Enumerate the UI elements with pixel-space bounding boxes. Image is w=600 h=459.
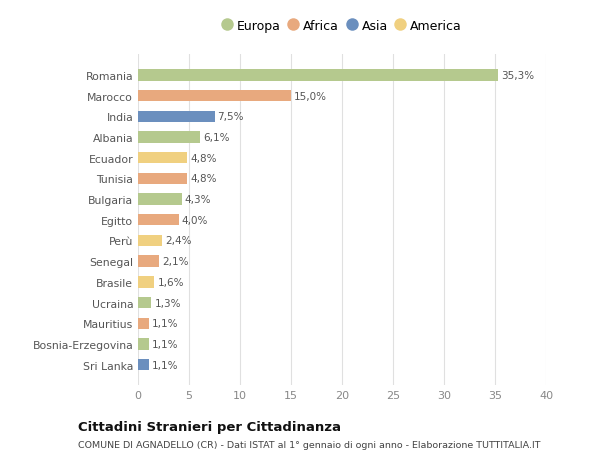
- Text: 2,4%: 2,4%: [166, 236, 192, 246]
- Bar: [138, 112, 215, 123]
- Bar: [138, 339, 149, 350]
- Bar: [138, 174, 187, 185]
- Legend: Europa, Africa, Asia, America: Europa, Africa, Asia, America: [217, 15, 467, 38]
- Bar: [138, 318, 149, 329]
- Bar: [138, 70, 498, 81]
- Text: COMUNE DI AGNADELLO (CR) - Dati ISTAT al 1° gennaio di ogni anno - Elaborazione : COMUNE DI AGNADELLO (CR) - Dati ISTAT al…: [78, 440, 541, 449]
- Text: 6,1%: 6,1%: [203, 133, 230, 143]
- Bar: [138, 277, 154, 288]
- Text: 7,5%: 7,5%: [218, 112, 244, 122]
- Text: 1,1%: 1,1%: [152, 360, 179, 370]
- Text: 1,6%: 1,6%: [157, 277, 184, 287]
- Text: 15,0%: 15,0%: [294, 91, 327, 101]
- Bar: [138, 91, 291, 102]
- Text: 1,1%: 1,1%: [152, 339, 179, 349]
- Text: 4,0%: 4,0%: [182, 215, 208, 225]
- Bar: [138, 153, 187, 164]
- Bar: [138, 297, 151, 308]
- Bar: [138, 132, 200, 143]
- Text: Cittadini Stranieri per Cittadinanza: Cittadini Stranieri per Cittadinanza: [78, 420, 341, 433]
- Text: 1,3%: 1,3%: [154, 298, 181, 308]
- Bar: [138, 256, 160, 267]
- Text: 4,3%: 4,3%: [185, 195, 211, 205]
- Bar: [138, 359, 149, 370]
- Text: 35,3%: 35,3%: [501, 71, 534, 81]
- Text: 4,8%: 4,8%: [190, 174, 217, 184]
- Bar: [138, 194, 182, 205]
- Bar: [138, 215, 179, 226]
- Text: 1,1%: 1,1%: [152, 319, 179, 329]
- Text: 2,1%: 2,1%: [163, 257, 189, 267]
- Bar: [138, 235, 163, 246]
- Text: 4,8%: 4,8%: [190, 153, 217, 163]
